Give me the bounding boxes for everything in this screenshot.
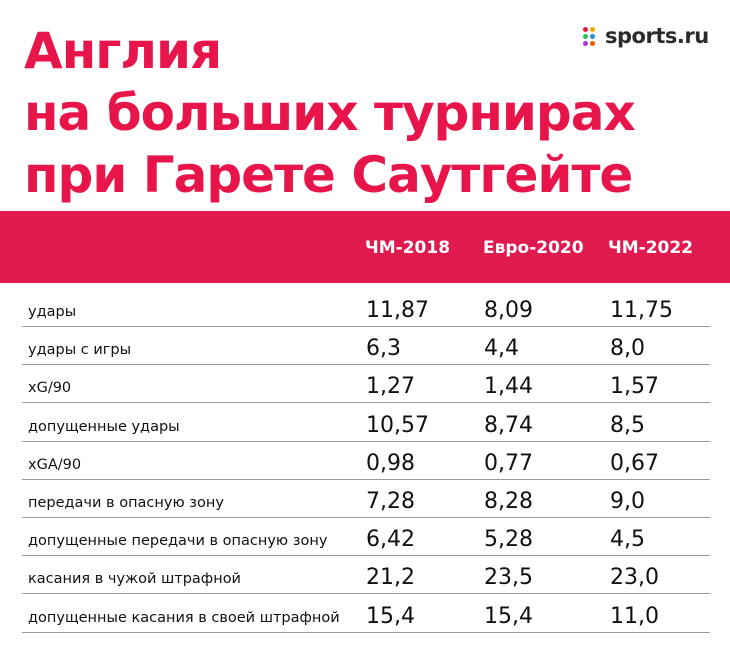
table-row: удары 11,87 8,09 11,75	[22, 288, 710, 327]
row-value: 1,44	[484, 374, 533, 400]
row-value: 10,57	[366, 412, 429, 438]
row-value: 15,4	[484, 603, 533, 629]
row-value: 15,4	[366, 603, 415, 629]
row-value: 6,3	[366, 336, 401, 362]
table-row: передачи в опасную зону 7,28 8,28 9,0	[22, 479, 710, 518]
row-value: 8,74	[484, 412, 533, 438]
row-value: 6,42	[366, 527, 415, 553]
row-label: xG/90	[28, 380, 72, 397]
table-row: допущенные передачи в опасную зону 6,42 5,…	[22, 517, 710, 557]
row-value: 0,67	[610, 450, 659, 476]
page-title: Англия на больших турнирах при Гарете Са…	[24, 20, 636, 206]
row-label: допущенные передачи в опасную зону	[28, 533, 328, 550]
row-value: 0,77	[484, 450, 533, 476]
row-value: 5,28	[484, 527, 533, 553]
row-value: 4,5	[610, 527, 645, 553]
row-value: 8,28	[484, 489, 533, 514]
row-value: 1,27	[366, 374, 415, 400]
row-value: 8,5	[610, 412, 645, 438]
header-band	[0, 211, 730, 283]
row-value: 11,75	[610, 298, 673, 323]
row-value: 9,0	[610, 489, 645, 514]
table-row: xG/90 1,27 1,44 1,57	[22, 364, 710, 404]
logo-dots-icon	[582, 26, 602, 46]
column-header-wc2022: ЧМ-2022	[608, 238, 694, 258]
table-row: допущенные удары 10,57 8,74 8,5	[22, 403, 710, 442]
row-value: 11,0	[610, 603, 659, 629]
row-label: допущенные касания в своей штрафной	[28, 609, 340, 626]
column-header-euro2020: Евро-2020	[483, 238, 584, 258]
table-row: xGA/90 0,98 0,77 0,67	[22, 441, 710, 480]
sports-ru-logo: sports.ru	[582, 24, 709, 48]
row-label: передачи в опасную зону	[28, 495, 224, 511]
row-value: 23,0	[610, 565, 659, 591]
row-value: 11,87	[366, 298, 429, 323]
row-label: касания в чужой штрафной	[28, 571, 241, 588]
logo-text: sports.ru	[605, 24, 709, 48]
row-value: 4,4	[484, 336, 519, 362]
column-header-wc2018: ЧМ-2018	[365, 238, 451, 258]
row-value: 0,98	[366, 450, 415, 476]
row-label: xGA/90	[28, 456, 82, 473]
table-row: допущенные касания в своей штрафной 15,4 1…	[22, 594, 710, 633]
title-line-2: на больших турнирах	[24, 84, 636, 142]
row-value: 1,57	[610, 374, 659, 400]
row-value: 8,09	[484, 298, 533, 323]
row-label: удары с игры	[28, 342, 132, 359]
title-line-3: при Гарете Саутгейте	[24, 146, 633, 204]
title-line-1: Англия	[24, 22, 222, 80]
row-value: 21,2	[366, 565, 415, 591]
row-value: 8,0	[610, 336, 645, 362]
table-row: касания в чужой штрафной 21,2 23,5 23,0	[22, 555, 710, 595]
row-label: удары	[28, 304, 77, 320]
row-value: 7,28	[366, 489, 415, 514]
row-label: допущенные удары	[28, 418, 180, 435]
row-value: 23,5	[484, 565, 533, 591]
table-row: удары с игры 6,3 4,4 8,0	[22, 326, 710, 366]
